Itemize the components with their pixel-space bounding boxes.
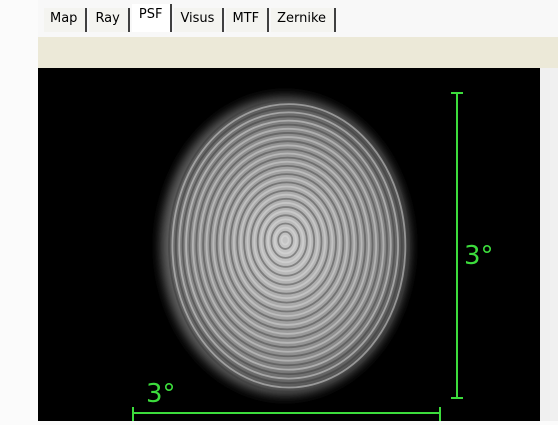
psf-ring (209, 148, 367, 340)
psf-ring (270, 222, 301, 259)
psf-ring (185, 119, 392, 371)
psf-rings (168, 99, 410, 393)
side-panel (540, 68, 558, 421)
tab-bar: Map Ray PSF Visus MTF Zernike (38, 0, 558, 37)
psf-view: 3° 3° (38, 68, 540, 421)
psf-ring (205, 144, 370, 344)
psf-ring (219, 160, 356, 326)
psf-ring (267, 218, 305, 264)
psf-ring (253, 202, 319, 282)
scale-bars (132, 92, 463, 421)
psf-canvas: 3° 3° (132, 88, 494, 421)
psf-ring (168, 99, 410, 393)
tab[interactable]: Visus (174, 8, 225, 32)
psf-ring (178, 111, 399, 380)
tabs: Map Ray PSF Visus MTF Zernike (44, 4, 338, 32)
psf-ring (195, 132, 381, 358)
psf-ring (222, 164, 352, 322)
psf-ring (212, 152, 363, 335)
toolbar (38, 37, 558, 68)
psf-ring (256, 206, 316, 277)
psf-ring (236, 181, 337, 304)
psf-ring (181, 115, 396, 376)
psf-ring (232, 177, 341, 308)
psf-ring (277, 230, 294, 250)
psf-ring (202, 140, 374, 349)
psf-ring (171, 103, 407, 389)
horizontal-scale-label: 3° (146, 379, 176, 409)
psf-ring (273, 226, 297, 255)
psf-ring (226, 169, 348, 317)
psf-ring (174, 107, 403, 384)
psf-ring (243, 189, 330, 295)
psf-ring (260, 210, 312, 273)
psf-ring (280, 234, 290, 246)
tab[interactable]: Ray (89, 8, 130, 32)
psf-ring (239, 185, 334, 300)
vertical-scale-label: 3° (464, 241, 494, 271)
psf-ring (263, 214, 308, 268)
psf-ring (249, 197, 323, 286)
tab[interactable]: MTF (226, 8, 270, 32)
psf-ring (191, 127, 385, 362)
psf-ring (246, 193, 327, 291)
psf-ring (188, 123, 389, 367)
psf-ring (229, 173, 345, 313)
psf-ring (198, 136, 378, 353)
tab[interactable]: PSF (131, 4, 173, 32)
tab[interactable]: Zernike (271, 8, 337, 32)
psf-ring (215, 156, 359, 331)
tab[interactable]: Map (44, 8, 88, 32)
psf-halo (153, 88, 417, 404)
